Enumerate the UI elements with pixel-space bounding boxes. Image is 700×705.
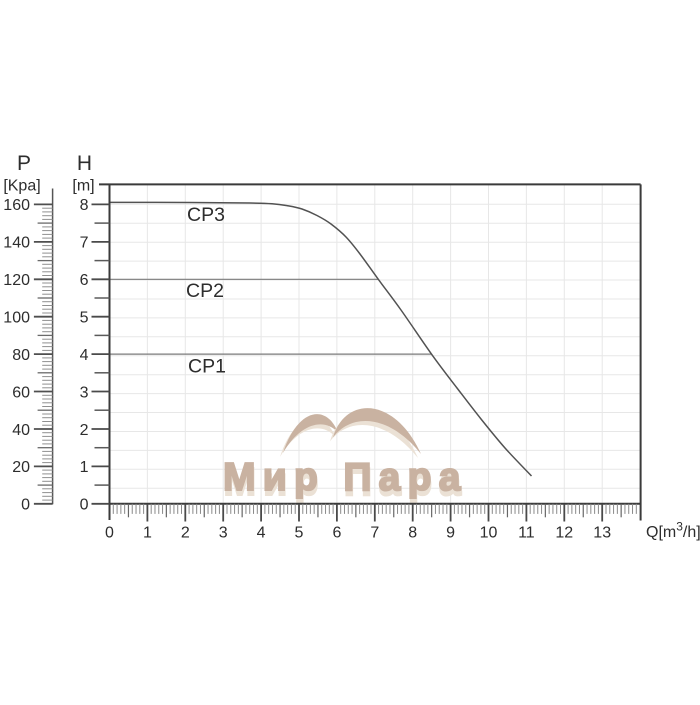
svg-text:2: 2 [181,524,190,541]
svg-text:1: 1 [80,459,89,476]
svg-text:0: 0 [21,497,30,514]
svg-text:Q[m3/h]: Q[m3/h] [646,520,700,542]
svg-text:H: H [77,152,92,175]
svg-text:6: 6 [332,524,341,541]
svg-text:60: 60 [12,384,30,401]
svg-text:4: 4 [80,347,89,364]
svg-text:P: P [17,152,31,175]
svg-text:13: 13 [593,524,611,541]
svg-text:CP1: CP1 [188,356,226,378]
svg-text:3: 3 [80,384,89,401]
svg-text:9: 9 [446,524,455,541]
svg-text:[m]: [m] [72,178,94,195]
svg-text:CP3: CP3 [187,204,225,226]
svg-text:0: 0 [80,497,89,514]
svg-text:3: 3 [219,524,228,541]
svg-text:160: 160 [3,197,30,214]
svg-text:10: 10 [480,524,498,541]
svg-text:100: 100 [3,310,30,327]
svg-text:140: 140 [3,235,30,252]
svg-text:12: 12 [555,524,573,541]
svg-text:[Kpa]: [Kpa] [3,178,40,195]
svg-text:0: 0 [105,524,114,541]
svg-text:20: 20 [12,459,30,476]
svg-text:120: 120 [3,272,30,289]
svg-text:CP2: CP2 [186,280,224,302]
svg-text:1: 1 [143,524,152,541]
svg-text:8: 8 [408,524,417,541]
svg-text:80: 80 [12,347,30,364]
svg-text:8: 8 [80,197,89,214]
svg-text:2: 2 [80,422,89,439]
svg-text:40: 40 [12,422,30,439]
svg-text:4: 4 [257,524,266,541]
svg-text:7: 7 [370,524,379,541]
svg-text:7: 7 [80,235,89,252]
svg-text:Мир Пара: Мир Пара [223,456,468,499]
svg-text:5: 5 [80,310,89,327]
svg-text:Мир Пара: Мир Пара [224,461,469,504]
svg-text:5: 5 [295,524,304,541]
svg-text:6: 6 [80,272,89,289]
svg-text:11: 11 [518,524,535,541]
